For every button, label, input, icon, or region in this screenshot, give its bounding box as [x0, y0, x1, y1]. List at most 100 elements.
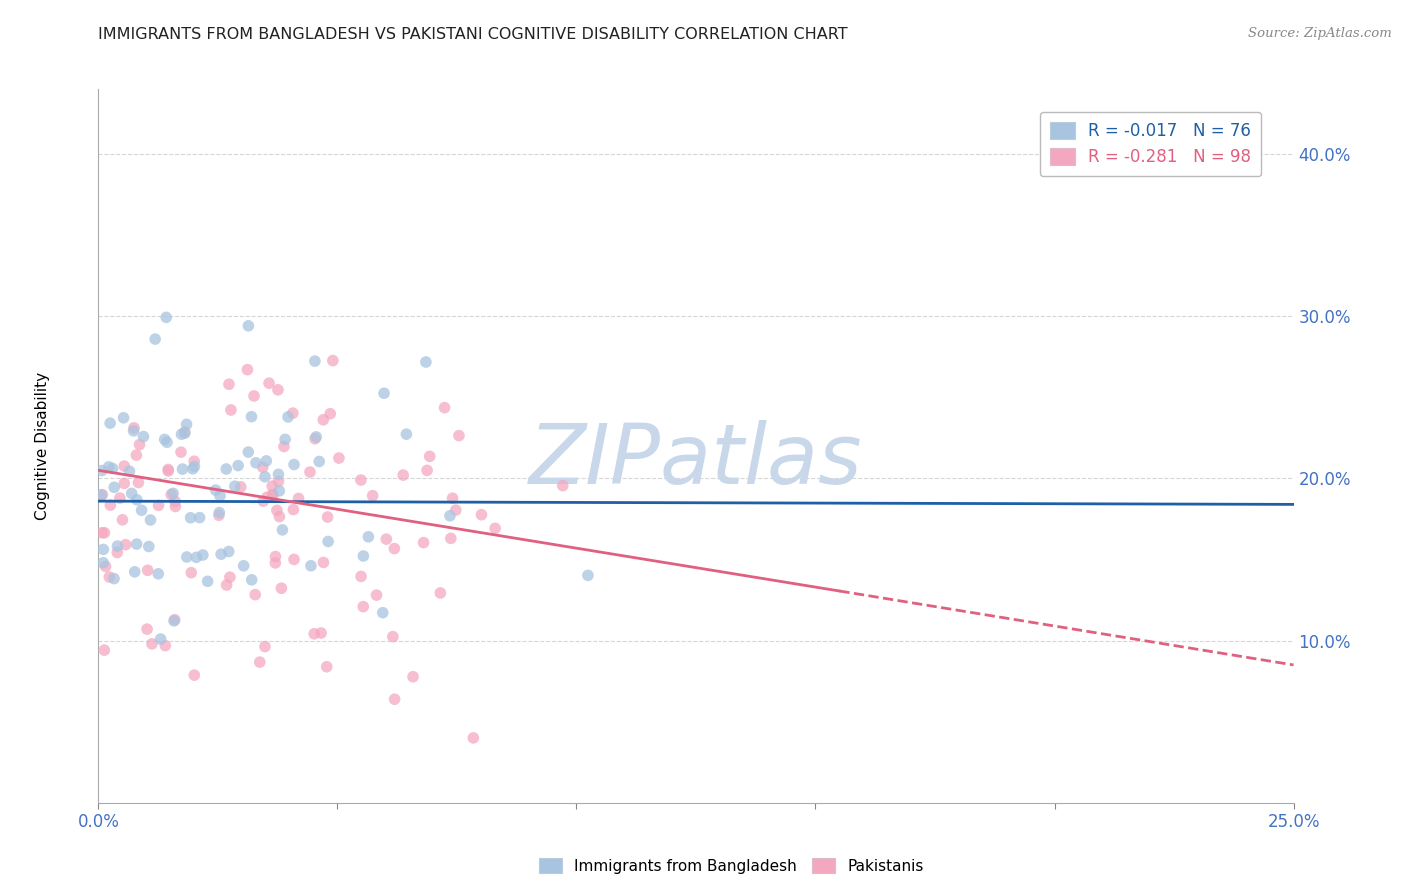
Point [208, 506, 231, 520]
Point [118, 464, 141, 478]
Point [148, 566, 170, 581]
Point [375, 532, 398, 546]
Point [322, 353, 344, 368]
Text: Source: ZipAtlas.com: Source: ZipAtlas.com [1249, 27, 1392, 40]
Legend: R = -0.017   N = 76, R = -0.281   N = 98: R = -0.017 N = 76, R = -0.281 N = 98 [1040, 112, 1261, 177]
Y-axis label: Cognitive Disability: Cognitive Disability [35, 372, 49, 520]
Point [245, 456, 267, 470]
Point [270, 581, 292, 595]
Point [173, 426, 195, 441]
Point [163, 614, 186, 628]
Point [240, 409, 263, 424]
Point [312, 413, 335, 427]
Point [108, 491, 131, 505]
Point [373, 386, 395, 401]
Point [281, 406, 304, 420]
Point [252, 494, 274, 508]
Point [240, 573, 263, 587]
Point [382, 541, 405, 556]
Point [188, 510, 211, 524]
Point [274, 433, 297, 447]
Point [208, 508, 231, 523]
Point [257, 376, 280, 391]
Point [160, 487, 183, 501]
Point [232, 558, 254, 573]
Point [125, 537, 148, 551]
Point [138, 540, 160, 554]
Point [122, 421, 145, 435]
Point [155, 310, 177, 325]
Point [576, 568, 599, 582]
Point [416, 463, 439, 477]
Point [238, 445, 260, 459]
Point [112, 410, 135, 425]
Point [236, 362, 259, 376]
Point [226, 458, 249, 473]
Point [91, 463, 114, 477]
Legend: Immigrants from Bangladesh, Pakistanis: Immigrants from Bangladesh, Pakistanis [533, 852, 929, 880]
Point [440, 532, 463, 546]
Point [94, 559, 117, 574]
Point [91, 488, 114, 502]
Point [328, 451, 350, 466]
Point [463, 731, 485, 745]
Point [90, 488, 112, 502]
Point [304, 432, 326, 446]
Point [267, 467, 290, 482]
Point [269, 509, 291, 524]
Point [283, 502, 305, 516]
Point [218, 544, 240, 558]
Point [98, 498, 121, 512]
Point [98, 416, 121, 430]
Point [309, 626, 332, 640]
Point [315, 659, 337, 673]
Point [157, 462, 180, 476]
Point [366, 588, 388, 602]
Point [254, 454, 277, 468]
Point [139, 513, 162, 527]
Point [204, 483, 226, 497]
Point [125, 448, 148, 462]
Point [91, 525, 114, 540]
Point [93, 643, 115, 657]
Point [238, 318, 260, 333]
Point [319, 407, 342, 421]
Point [157, 464, 180, 478]
Point [267, 475, 290, 489]
Point [180, 510, 202, 524]
Point [305, 430, 328, 444]
Point [352, 549, 374, 563]
Point [172, 462, 194, 476]
Point [350, 569, 373, 583]
Point [148, 499, 170, 513]
Point [441, 491, 464, 506]
Point [262, 488, 284, 502]
Point [183, 454, 205, 468]
Point [143, 332, 166, 346]
Point [218, 570, 240, 584]
Point [316, 534, 339, 549]
Point [132, 429, 155, 443]
Point [551, 478, 574, 492]
Point [277, 409, 299, 424]
Point [229, 480, 252, 494]
Point [170, 445, 193, 459]
Point [264, 556, 287, 570]
Point [93, 525, 115, 540]
Point [419, 450, 441, 464]
Point [283, 552, 305, 566]
Point [183, 459, 205, 474]
Point [215, 578, 238, 592]
Point [447, 428, 470, 442]
Point [262, 479, 284, 493]
Point [101, 461, 124, 475]
Point [112, 476, 135, 491]
Point [352, 599, 374, 614]
Point [256, 490, 278, 504]
Point [304, 354, 326, 368]
Point [136, 622, 159, 636]
Point [103, 572, 125, 586]
Point [165, 494, 187, 508]
Point [439, 508, 461, 523]
Point [381, 630, 404, 644]
